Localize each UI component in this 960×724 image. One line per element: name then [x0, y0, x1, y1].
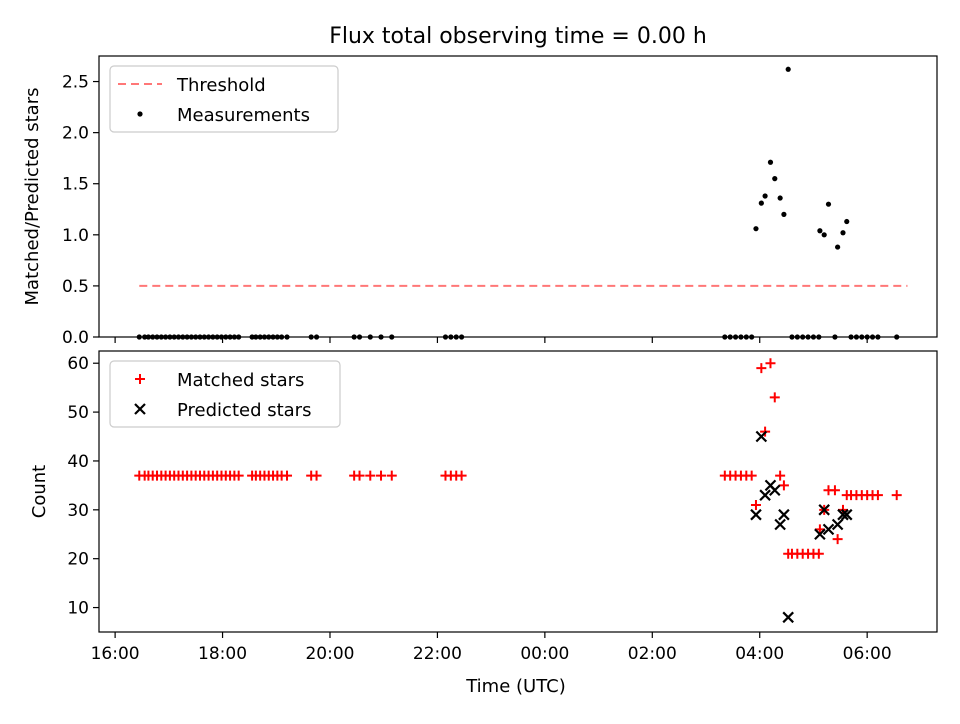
y-tick-label: 1.0 [62, 226, 89, 246]
data-point [772, 176, 778, 182]
data-point [750, 499, 761, 510]
data-point [844, 218, 850, 225]
data-point [782, 611, 794, 624]
data-point [785, 66, 791, 72]
plot-frame [98, 350, 938, 633]
data-point [456, 470, 467, 481]
legend: Threshold Measurements [109, 65, 339, 133]
data-point [758, 200, 764, 206]
y-axis-label: Matched/Predicted stars [22, 88, 43, 306]
legend-box [109, 65, 339, 133]
data-point [765, 358, 776, 369]
data-point [818, 504, 830, 516]
data-point [365, 470, 376, 481]
data-point [769, 392, 780, 403]
data-point [813, 548, 824, 559]
data-point [840, 508, 853, 521]
data-point [386, 470, 397, 481]
x-tick-label: 00:00 [520, 644, 569, 664]
x-tick-label: 04:00 [735, 644, 784, 664]
data-point [376, 470, 387, 481]
y-tick-label: 60 [67, 354, 89, 374]
x-tick-label: 06:00 [843, 644, 892, 664]
legend-label: Threshold [176, 75, 266, 96]
data-point [891, 490, 902, 501]
x-tick-label: 20:00 [305, 644, 354, 664]
data-point [282, 470, 293, 481]
data-point [829, 485, 840, 496]
data-point [746, 470, 757, 481]
x-tick-label: 22:00 [413, 644, 462, 664]
data-point [750, 508, 762, 521]
data-point [837, 508, 849, 521]
data-point [825, 201, 832, 207]
data-point [814, 528, 826, 541]
y-tick-label: 10 [67, 599, 89, 619]
x-tick-label: 18:00 [198, 644, 247, 664]
y-tick-label: 0.5 [62, 277, 89, 297]
legend-label: Predicted stars [177, 400, 311, 421]
data-point [778, 480, 789, 491]
flux-ratio-panel: 0.0 0.5 1.0 1.5 2.0 2.5 Matched/Predicted star… [22, 55, 938, 348]
y-tick-label: 2.0 [62, 124, 89, 144]
data-point [777, 195, 783, 201]
data-point [311, 470, 322, 481]
data-point [775, 470, 786, 481]
data-point [354, 470, 365, 481]
data-point [233, 470, 244, 481]
x-tick-label: 02:00 [628, 644, 677, 664]
legend-marker [135, 374, 145, 384]
y-axis-label: Count [29, 465, 50, 518]
data-point [822, 523, 835, 536]
data-point [872, 490, 883, 501]
data-point [840, 230, 846, 236]
y-tick-label: 20 [67, 550, 89, 570]
data-point [756, 363, 767, 374]
data-point [831, 518, 844, 531]
data-point [759, 489, 771, 501]
legend: Matched stars Predicted stars [109, 360, 341, 428]
series-predicted-stars [750, 430, 853, 624]
data-point [817, 228, 823, 234]
x-tick-label: 16:00 [91, 644, 140, 664]
legend-label: Measurements [177, 105, 310, 126]
y-tick-label: 40 [67, 452, 89, 472]
data-point [753, 226, 759, 232]
y-tick-label: 1.5 [62, 175, 89, 195]
y-tick-label: 50 [67, 403, 89, 423]
legend-label: Matched stars [177, 370, 304, 391]
legend-box [109, 360, 341, 428]
star-count-panel: 10 20 30 40 50 60 16:00 18:00 20:00 22:00 00:00 02:… [29, 350, 938, 697]
y-tick-label: 30 [67, 501, 89, 521]
legend-marker [137, 111, 143, 117]
data-point [832, 534, 843, 545]
data-point [835, 244, 841, 250]
x-axis-label: Time (UTC) [465, 676, 566, 697]
data-point [762, 193, 768, 199]
data-point [755, 430, 768, 443]
chart-title: Flux total observing time = 0.00 h [329, 24, 707, 49]
data-point [821, 232, 827, 238]
data-point [774, 518, 786, 531]
data-point [767, 159, 774, 165]
data-point [778, 508, 790, 521]
plot-frame [98, 55, 938, 338]
data-point [781, 211, 787, 217]
legend-marker [134, 403, 146, 415]
y-tick-label: 0.0 [62, 328, 89, 348]
y-tick-label: 2.5 [62, 73, 89, 93]
data-point [768, 484, 781, 497]
